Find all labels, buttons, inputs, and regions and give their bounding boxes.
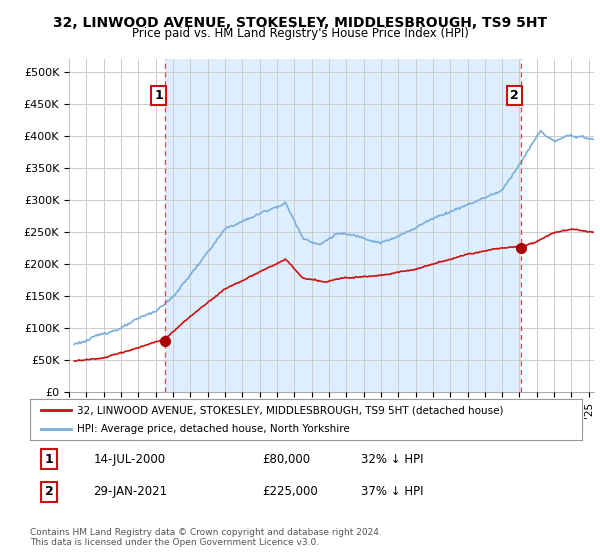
Text: 2: 2 [45, 485, 53, 498]
Text: 32% ↓ HPI: 32% ↓ HPI [361, 453, 424, 466]
Text: 32, LINWOOD AVENUE, STOKESLEY, MIDDLESBROUGH, TS9 5HT: 32, LINWOOD AVENUE, STOKESLEY, MIDDLESBR… [53, 16, 547, 30]
Text: 29-JAN-2021: 29-JAN-2021 [94, 485, 167, 498]
Text: Price paid vs. HM Land Registry's House Price Index (HPI): Price paid vs. HM Land Registry's House … [131, 27, 469, 40]
Text: £80,000: £80,000 [262, 453, 310, 466]
Text: 1: 1 [155, 89, 163, 102]
Text: £225,000: £225,000 [262, 485, 317, 498]
Bar [165, 59, 521, 392]
Text: 2: 2 [511, 89, 519, 102]
Text: 1: 1 [45, 453, 53, 466]
Text: 14-JUL-2000: 14-JUL-2000 [94, 453, 166, 466]
Text: 32, LINWOOD AVENUE, STOKESLEY, MIDDLESBROUGH, TS9 5HT (detached house): 32, LINWOOD AVENUE, STOKESLEY, MIDDLESBR… [77, 405, 503, 415]
Text: Contains HM Land Registry data © Crown copyright and database right 2024.
This d: Contains HM Land Registry data © Crown c… [30, 528, 382, 547]
Text: HPI: Average price, detached house, North Yorkshire: HPI: Average price, detached house, Nort… [77, 424, 350, 433]
Text: 37% ↓ HPI: 37% ↓ HPI [361, 485, 424, 498]
